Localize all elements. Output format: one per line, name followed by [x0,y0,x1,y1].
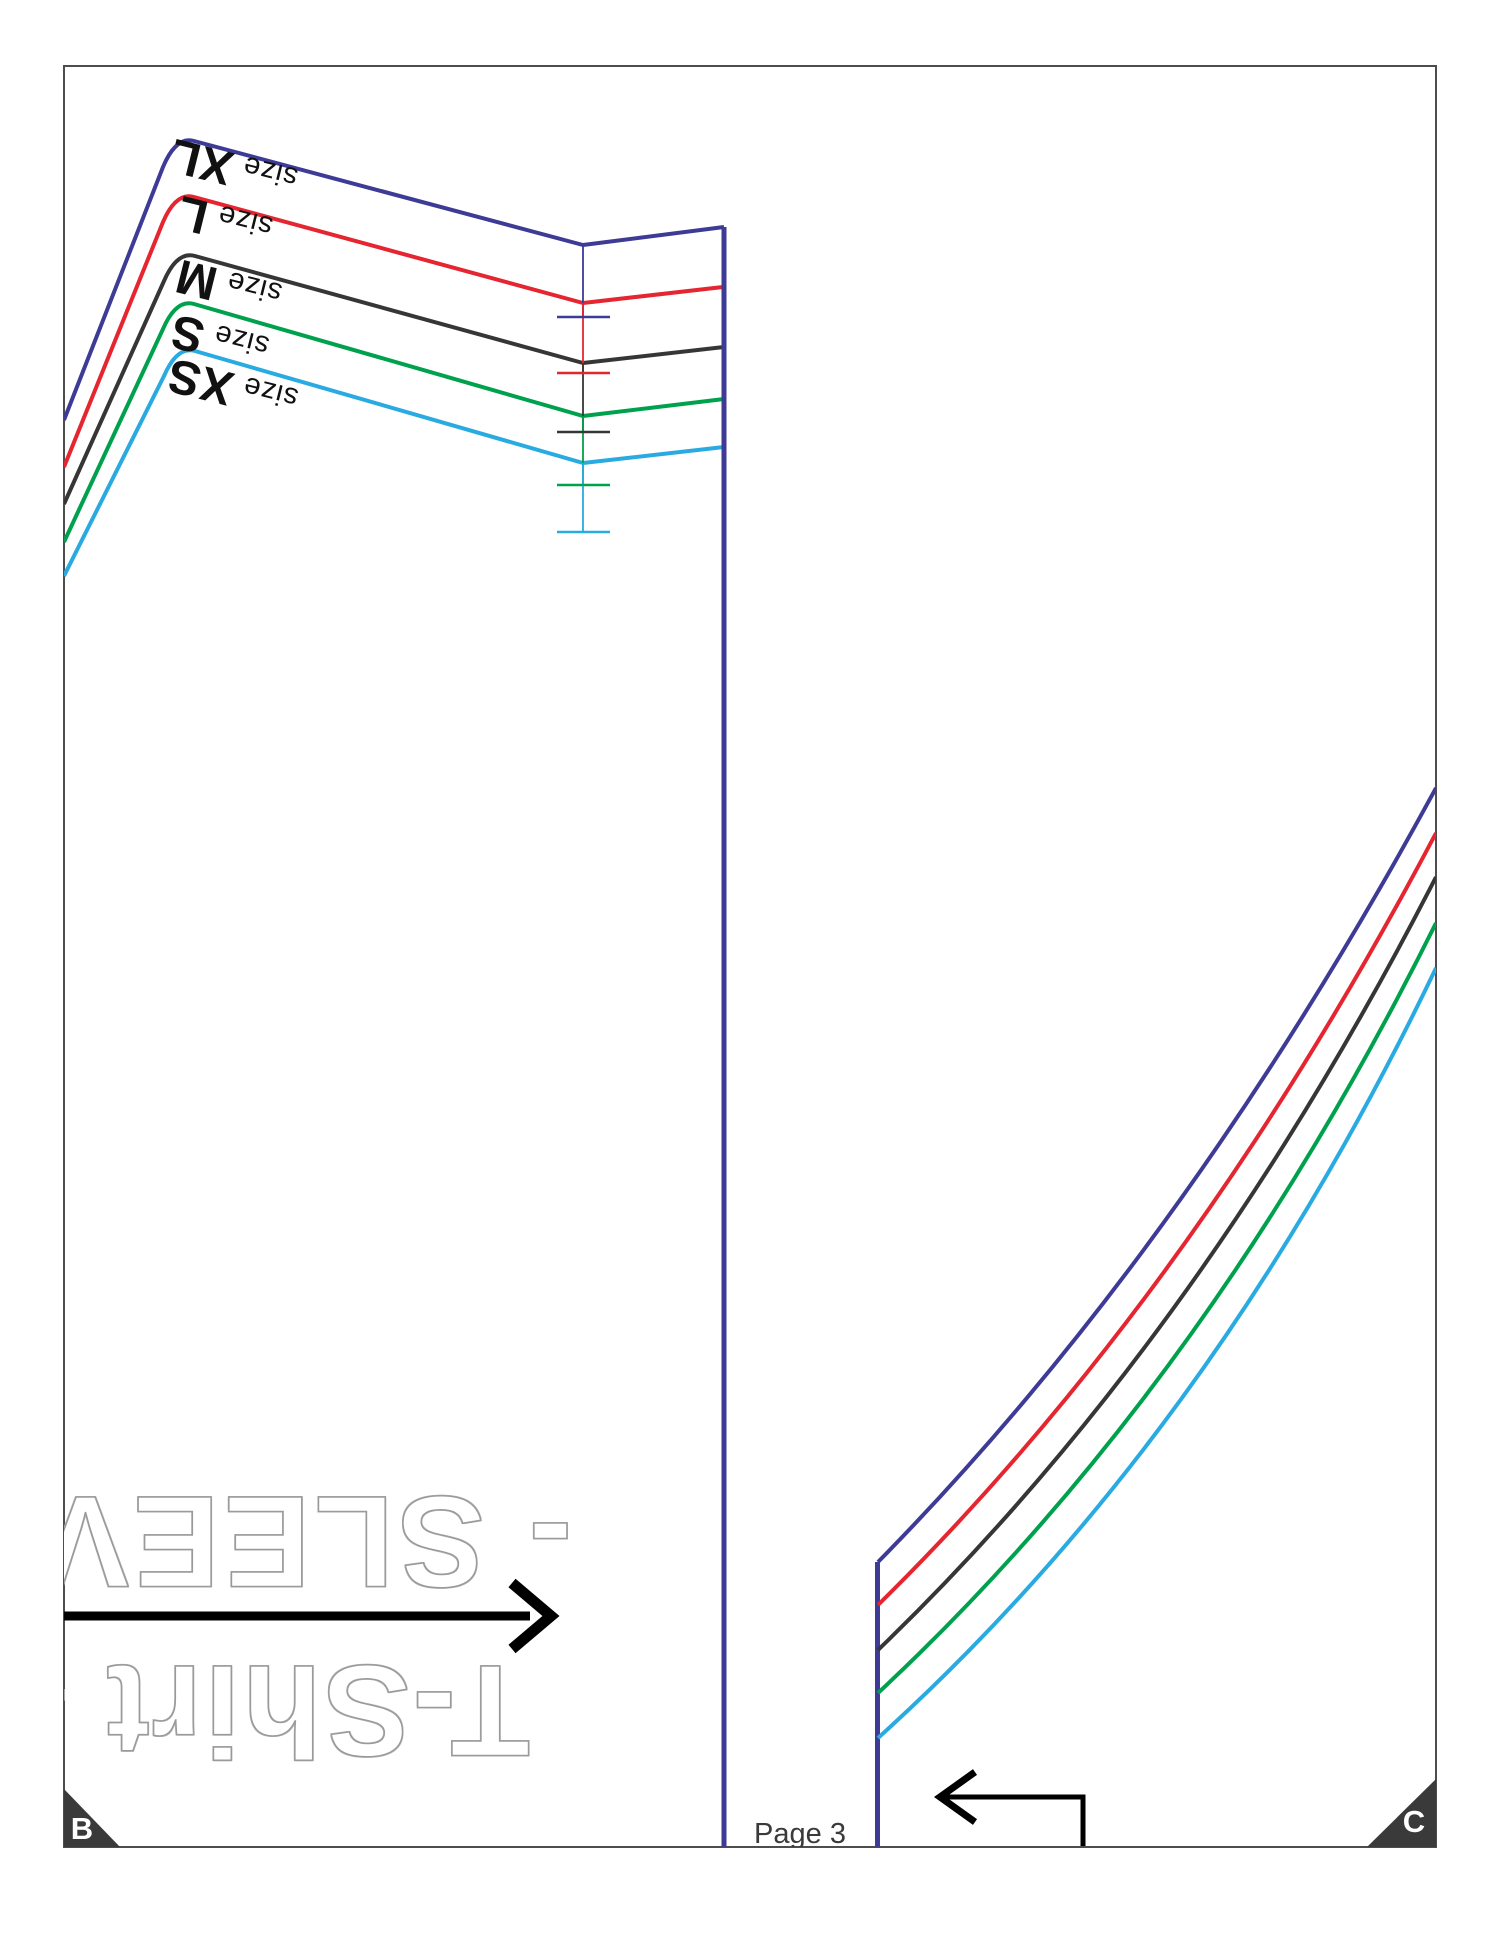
body-curve-xs [876,967,1436,1740]
sleeve-cap-curve-l [64,194,724,468]
body-curve-l [876,832,1436,1607]
sleeve-cap-curve-xs [64,348,725,577]
corner-letter-b: B [70,1811,94,1846]
size-word: size [223,264,286,310]
size-word: size [214,198,276,243]
size-word: size [239,149,301,194]
grainline-arrow-icon [64,1578,560,1654]
size-code-m: M [169,248,223,310]
piece-name-text: - SLEEVE [64,1468,573,1616]
body-curve-xl [876,787,1436,1564]
pattern-name-text: T-Shirt # [64,1637,531,1785]
sleeve-cap-curve-xl [64,138,725,421]
fold-arrow-icon [933,1769,1086,1846]
corner-letter-c: C [1402,1804,1426,1839]
sleeve-cap-curve-m [64,253,725,505]
body-curve-s [876,922,1436,1695]
size-code-l: L [171,184,214,244]
size-word: size [239,369,302,415]
page-content-overlay: sizeXL sizeL sizeM sizeS sizeXS - SLEEVE… [64,66,1436,1847]
page-border [63,65,1437,1848]
sleeve-cap-curve-s [64,301,725,543]
corner-triangle-b [64,1789,120,1847]
body-curve-m [876,876,1436,1652]
page-number: Page 3 [754,1818,846,1847]
size-code-xl: XL [164,127,239,195]
corner-triangle-c [1367,1779,1436,1847]
size-word: size [210,317,273,363]
